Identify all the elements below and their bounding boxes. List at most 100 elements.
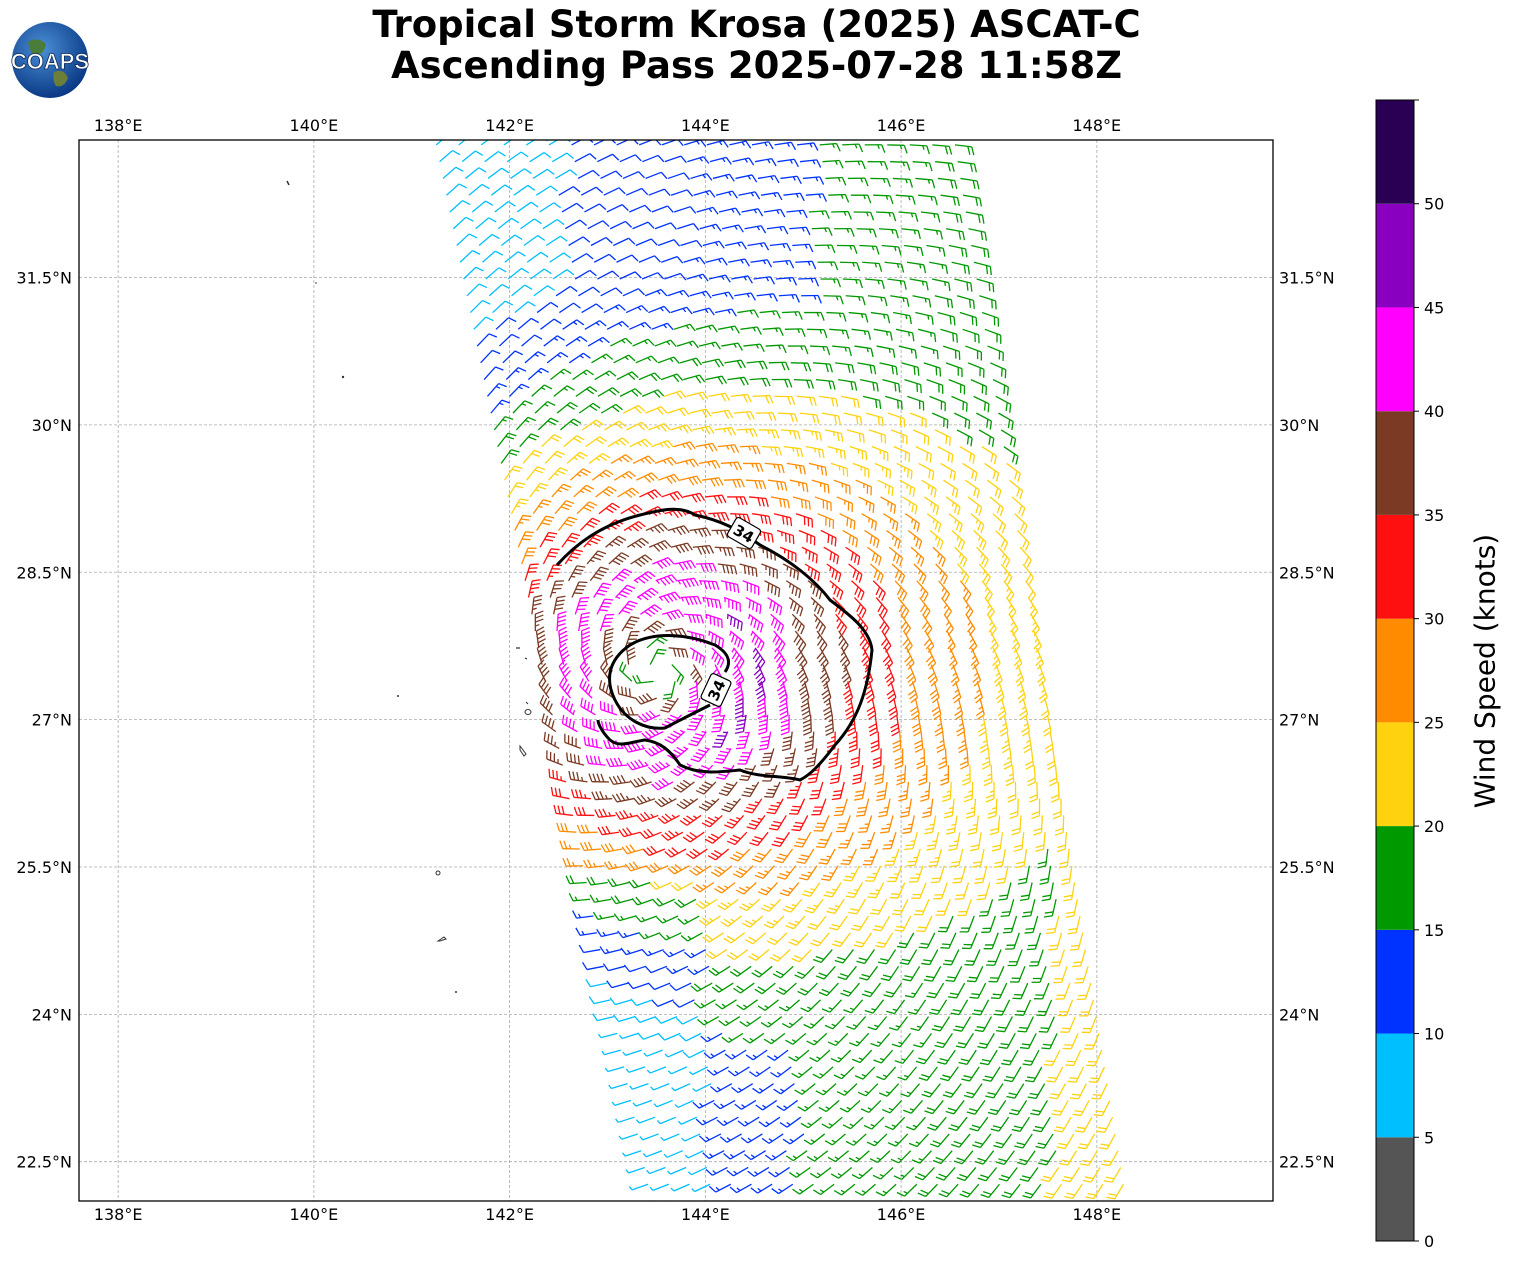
- wind-barb: [1038, 1016, 1055, 1033]
- wind-barb: [641, 389, 665, 399]
- wind-barb: [865, 278, 885, 290]
- wind-barb: [834, 949, 854, 964]
- wind-barb: [946, 228, 966, 241]
- wind-barb: [1012, 982, 1029, 1000]
- wind-barb: [679, 357, 703, 367]
- wind-barb: [913, 1032, 933, 1048]
- wind-barb: [764, 580, 781, 598]
- wind-barb: [717, 898, 739, 911]
- wind-barb: [675, 1016, 699, 1025]
- wind-barb: [1014, 1133, 1033, 1149]
- wind-barb: [599, 700, 618, 716]
- wind-barb: [827, 1032, 849, 1047]
- wind-barb: [993, 999, 1011, 1016]
- wind-barb: [1076, 982, 1092, 1001]
- wind-barb: [624, 861, 648, 872]
- wind-barb: [534, 400, 556, 414]
- wind-barb: [920, 345, 939, 360]
- wind-barb: [1019, 882, 1033, 901]
- wind-barb: [633, 571, 656, 584]
- wind-barb: [945, 1100, 965, 1115]
- wind-barb: [846, 1016, 867, 1030]
- wind-barb: [680, 239, 703, 248]
- wind-barb: [473, 316, 494, 330]
- wind-barb: [945, 362, 963, 378]
- wind-barb: [439, 149, 461, 163]
- wind-barb: [896, 462, 913, 480]
- wind-barb: [562, 319, 585, 330]
- wind-barb: [835, 613, 848, 636]
- wind-barb: [880, 965, 900, 982]
- wind-barb: [581, 303, 604, 314]
- wind-barb: [877, 949, 897, 965]
- wind-barb: [539, 694, 553, 716]
- wind-barb: [596, 598, 614, 615]
- wind-barb: [845, 295, 866, 306]
- wind-barb: [973, 261, 992, 276]
- wind-barb: [1031, 798, 1041, 820]
- wind-barb: [789, 798, 806, 815]
- lat-tick-label-right: 28.5°N: [1279, 563, 1335, 582]
- wind-barb: [607, 878, 630, 888]
- wind-barb: [696, 206, 719, 215]
- wind-barb: [909, 278, 929, 291]
- wind-barb: [581, 627, 591, 648]
- wind-barb: [646, 862, 669, 874]
- wind-barb: [705, 257, 728, 266]
- wind-barb: [824, 429, 844, 442]
- wind-barb: [651, 439, 674, 449]
- wind-barb: [676, 458, 699, 468]
- lat-tick-label-left: 25.5°N: [16, 858, 72, 877]
- wind-barb: [901, 228, 921, 240]
- wind-barb: [547, 467, 569, 481]
- wind-barb: [590, 236, 613, 247]
- wind-barb: [580, 697, 596, 716]
- wind-barb: [486, 382, 507, 397]
- wind-barb: [690, 747, 710, 763]
- wind-barb: [573, 806, 595, 817]
- wind-barb: [555, 285, 578, 297]
- wind-barb: [568, 565, 586, 582]
- wind-barb: [845, 882, 863, 898]
- wind-barb: [917, 1183, 938, 1198]
- wind-barb: [645, 522, 668, 534]
- wind-barb: [542, 218, 565, 230]
- wind-barb: [1050, 949, 1065, 967]
- wind-barb: [1008, 479, 1024, 500]
- wind-barb: [493, 416, 514, 431]
- wind-barb: [679, 1032, 702, 1042]
- wind-barb: [881, 244, 902, 256]
- wind-barb: [565, 336, 588, 347]
- wind-barb: [565, 875, 587, 885]
- wind-barb: [600, 403, 623, 414]
- wind-barb: [998, 882, 1012, 901]
- wind-barb: [692, 881, 715, 893]
- wind-barb: [651, 999, 674, 1008]
- wind-barb: [973, 395, 990, 413]
- contour-label: 34: [726, 516, 762, 550]
- wind-barb: [780, 429, 801, 440]
- colorbar-tick-label: 25: [1424, 713, 1444, 732]
- wind-barb: [916, 915, 933, 933]
- wind-barb: [823, 546, 840, 565]
- wind-barb: [733, 410, 755, 420]
- wind-barb: [679, 814, 702, 826]
- wind-barb: [1022, 563, 1034, 586]
- wind-barb: [832, 345, 852, 357]
- wind-barb: [683, 256, 706, 265]
- lat-tick-label-left: 22.5°N: [16, 1153, 72, 1172]
- wind-barb: [989, 815, 1001, 836]
- wind-barb: [564, 549, 583, 565]
- wind-barb: [839, 261, 861, 272]
- wind-barb: [626, 421, 649, 431]
- wind-barb: [773, 513, 793, 527]
- wind-barb: [842, 143, 864, 153]
- wind-barb: [940, 932, 957, 949]
- wind-barb: [592, 911, 615, 921]
- wind-barb: [977, 1167, 998, 1182]
- wind-barb: [858, 815, 873, 833]
- wind-barb: [968, 630, 978, 653]
- wind-barb: [683, 948, 707, 959]
- wind-barb: [752, 394, 774, 404]
- wind-barb: [707, 848, 730, 861]
